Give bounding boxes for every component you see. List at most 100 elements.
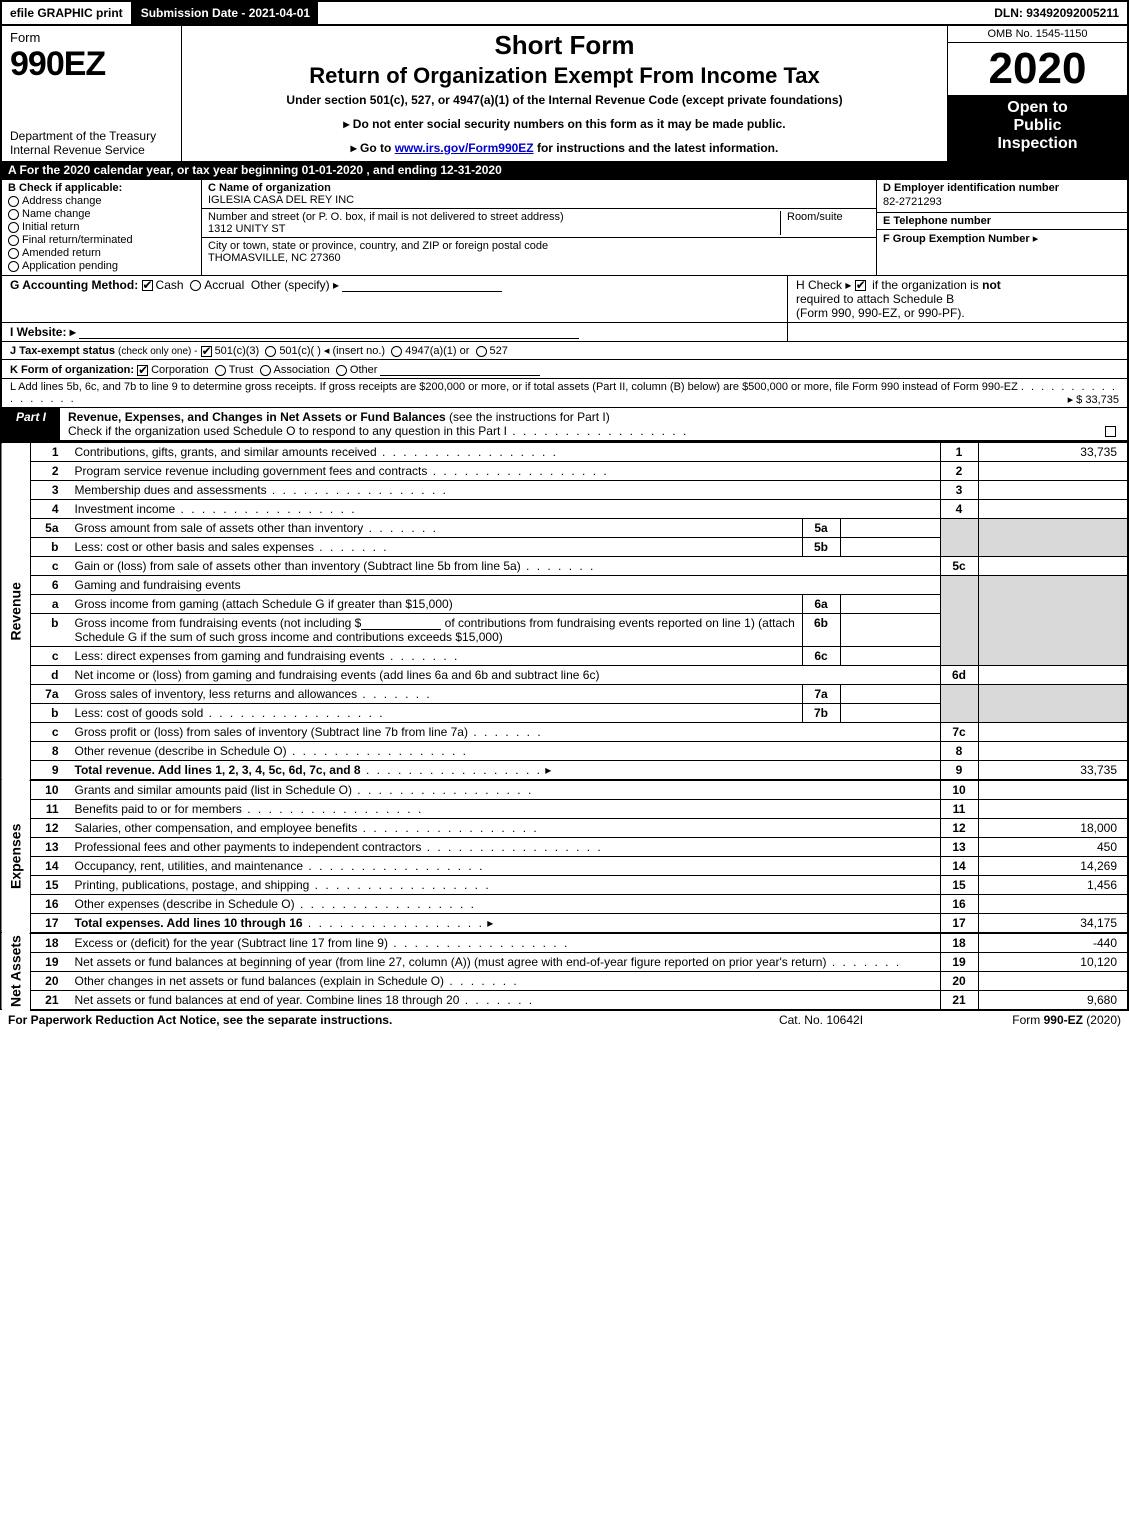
street-cell: Number and street (or P. O. box, if mail… [202,209,876,238]
ln-5a-dots [363,521,438,535]
ln-10-num: 10 [940,780,978,800]
line-20: 20 Other changes in net assets or fund b… [1,972,1128,991]
ln-2-d: Program service revenue including govern… [75,464,428,478]
footer-formref: Form 990-EZ (2020) [921,1013,1121,1027]
ln-5a-n: 5a [31,519,69,538]
ln-20-n: 20 [31,972,69,991]
j-527-radio[interactable] [476,346,487,357]
h-line3: (Form 990, 990-EZ, or 990-PF). [796,306,965,320]
chk-amended[interactable]: Amended return [8,247,195,259]
k-trust-radio[interactable] [215,365,226,376]
ln-15-dots [309,878,490,892]
j-4947-radio[interactable] [391,346,402,357]
form-number: 990EZ [10,45,173,84]
k-other-label: Other [350,364,378,376]
chk-app-pending[interactable]: Application pending [8,260,195,272]
i-right-blank [787,323,1127,341]
line-10: Expenses 10 Grants and similar amounts p… [1,780,1128,800]
part-i-schedule-o-checkbox[interactable] [1105,426,1116,437]
ln-2-val [978,462,1128,481]
chk-initial-return[interactable]: Initial return [8,221,195,233]
ln-17-d: Total expenses. Add lines 10 through 16 [75,916,303,930]
line-18: Net Assets 18 Excess or (deficit) for th… [1,933,1128,953]
chk-final-return[interactable]: Final return/terminated [8,234,195,246]
ln-19-val: 10,120 [978,953,1128,972]
j-501c-label: 501(c)( ) ◂ (insert no.) [279,345,385,357]
h-post: if the organization is [872,278,982,292]
footer-form-year: (2020) [1083,1013,1121,1027]
ln-5b-midval [840,538,940,557]
g-cash-checkbox[interactable] [142,280,153,291]
city-cell: City or town, state or province, country… [202,238,876,266]
ein: 82-2721293 [883,194,1121,210]
ln-6a-midval [840,595,940,614]
ln-8-dots [287,744,468,758]
ln-6d-d: Net income or (loss) from gaming and fun… [69,666,941,685]
part-i-dots [507,424,688,438]
k-row: K Form of organization: Corporation Trus… [0,359,1129,378]
ln-17-val: 34,175 [978,914,1128,934]
ln-5a-midval [840,519,940,538]
ln-6a-d: Gross income from gaming (attach Schedul… [69,595,803,614]
line-16: 16 Other expenses (describe in Schedule … [1,895,1128,914]
website-input[interactable] [79,325,579,339]
g-cell: G Accounting Method: Cash Accrual Other … [2,276,787,322]
org-name: IGLESIA CASA DEL REY INC [208,194,870,206]
ln-7c-num: 7c [940,723,978,742]
ln-2-dots [427,464,608,478]
ln-7c-dots [468,725,543,739]
l-text: L Add lines 5b, 6c, and 7b to line 9 to … [10,381,1018,393]
ln-7b-mid: 7b [802,704,840,723]
box-b-title: B Check if applicable: [8,182,195,194]
form-header-right: OMB No. 1545-1150 2020 Open to Public In… [947,26,1127,161]
chk-name-change[interactable]: Name change [8,208,195,220]
ln-20-val [978,972,1128,991]
ln-7ab-val-grey [978,685,1128,723]
ln-14-n: 14 [31,857,69,876]
k-trust-label: Trust [229,364,254,376]
irs-link[interactable]: www.irs.gov/Form990EZ [395,141,534,155]
k-assoc-radio[interactable] [260,365,271,376]
k-other-radio[interactable] [336,365,347,376]
ln-7b-midval [840,704,940,723]
ln-21-n: 21 [31,991,69,1011]
g-other-input[interactable] [342,278,502,292]
g-accrual-radio[interactable] [190,280,201,291]
part-i-title-note: (see the instructions for Part I) [449,410,610,424]
k-corp-checkbox[interactable] [137,365,148,376]
ln-19-num: 19 [940,953,978,972]
i-label: I Website: ▸ [10,325,76,339]
chk-address-label: Address change [22,195,102,207]
ln-9-d: Total revenue. Add lines 1, 2, 3, 4, 5c,… [75,763,361,777]
ln-21-d: Net assets or fund balances at end of ye… [75,993,460,1007]
tel-label: E Telephone number [883,215,991,227]
ln-6c-midval [840,647,940,666]
k-other-input[interactable] [380,362,540,376]
form-header-center: Short Form Return of Organization Exempt… [182,26,947,161]
ln-17-num: 17 [940,914,978,934]
h-checkbox[interactable] [855,280,866,291]
open-line2: Public [952,117,1123,135]
k-assoc-label: Association [274,364,330,376]
line-14: 14 Occupancy, rent, utilities, and maint… [1,857,1128,876]
j-501c3-checkbox[interactable] [201,346,212,357]
ln-13-val: 450 [978,838,1128,857]
ln-6d-val [978,666,1128,685]
g-cash-label: Cash [156,278,184,292]
form-word: Form [10,30,173,45]
gh-row: G Accounting Method: Cash Accrual Other … [0,275,1129,322]
efile-print-button[interactable]: efile GRAPHIC print [2,2,133,24]
dept-line1: Department of the Treasury [10,129,173,143]
ln-11-n: 11 [31,800,69,819]
ln-13-dots [421,840,602,854]
ln-12-num: 12 [940,819,978,838]
ln-6abc-num-grey [940,576,978,666]
j-501c-radio[interactable] [265,346,276,357]
ln-18-dots [388,936,569,950]
ln-7a-dots [357,687,432,701]
ln-6b-blank[interactable] [361,616,441,630]
h-pre: H Check ▸ [796,278,851,292]
form-header-left: Form 990EZ Department of the Treasury In… [2,26,182,161]
dept-line2: Internal Revenue Service [10,143,173,157]
chk-address-change[interactable]: Address change [8,195,195,207]
